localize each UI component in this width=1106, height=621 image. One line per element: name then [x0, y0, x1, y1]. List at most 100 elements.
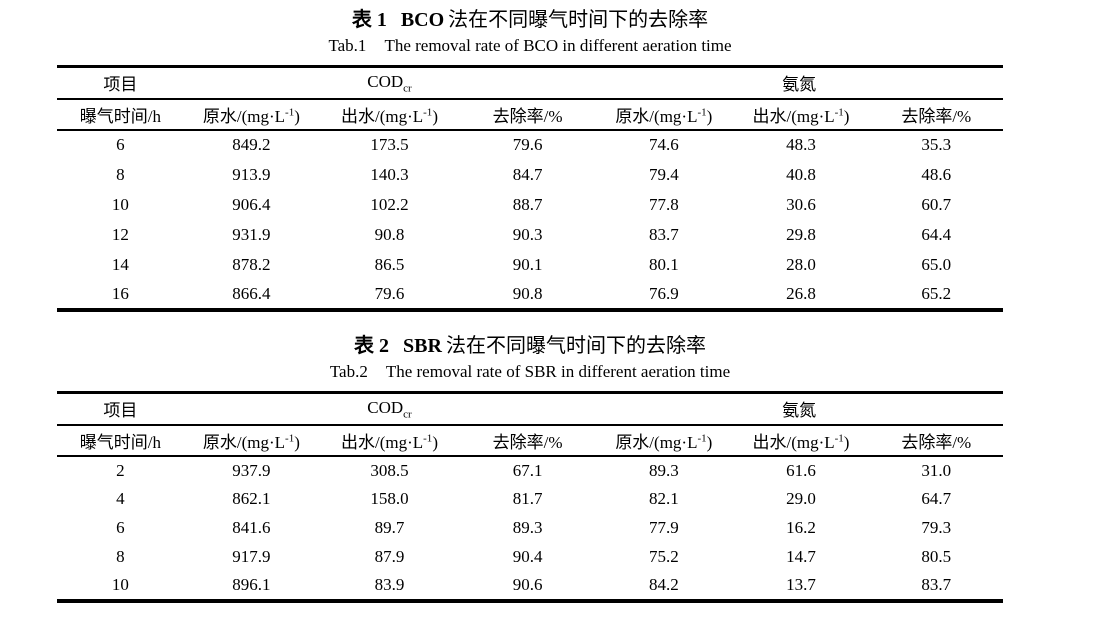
header-group-cod: CODcr [183, 66, 596, 100]
col-header-ammonia-influent: 原水/(mg·L-1) [595, 98, 733, 131]
cell: 79.3 [921, 518, 952, 537]
cell: 16.2 [786, 518, 816, 537]
cell: 90.8 [512, 283, 543, 303]
cell: 80.5 [921, 547, 952, 566]
cell: 74.6 [648, 135, 679, 154]
col-header-ammonia-removal: 去除率/% [869, 98, 1003, 131]
header-item: 项目 [57, 66, 184, 100]
cell: 61.6 [786, 460, 816, 480]
col-header-cod-effluent: 出水/(mg·L-1) [319, 424, 460, 457]
cell: 8 [116, 164, 125, 184]
table-row: 8 917.9 87.9 90.4 75.2 14.7 80.5 [57, 543, 1003, 572]
cell: 40.8 [786, 164, 816, 184]
cell: 77.9 [648, 518, 679, 537]
cell: 849.2 [232, 135, 271, 154]
cell: 48.3 [786, 135, 816, 154]
cell: 79.6 [512, 135, 543, 154]
header-group-ammonia: 氨氮 [595, 66, 1003, 100]
table1-group-header-row: 项目 CODcr 氨氮 [57, 66, 1003, 100]
cell: 8 [116, 547, 125, 566]
cell: 6 [116, 135, 125, 154]
table2-caption-en: Tab.2 The removal rate of SBR in differen… [57, 360, 1003, 384]
cell: 75.2 [648, 547, 679, 566]
cod-subscript: cr [403, 81, 412, 94]
cell: 77.8 [648, 194, 679, 214]
table1: 项目 CODcr 氨氮 曝气时间/h 原水/(mg·L-1) 出水/(mg·L-… [57, 65, 1003, 312]
cell: 896.1 [232, 575, 271, 594]
table2-section: 表 2 SBR 法在不同曝气时间下的去除率 Tab.2 The removal rat… [57, 332, 1003, 603]
cell: 102.2 [370, 194, 409, 214]
cell: 83.9 [374, 575, 405, 594]
cell: 31.0 [921, 460, 952, 480]
table-row: 6 849.2 173.5 79.6 74.6 48.3 35.3 [57, 130, 1003, 160]
table1-caption-zh: 表 1 BCO 法在不同曝气时间下的去除率 [57, 6, 1003, 34]
cell: 76.9 [648, 283, 679, 303]
cell: 10 [111, 575, 129, 594]
col-header-ammonia-influent: 原水/(mg·L-1) [595, 424, 733, 457]
cell: 65.2 [921, 283, 952, 303]
cell: 14.7 [786, 547, 816, 566]
table1-caption-zh-text: 法在不同曝气时间下的去除率 [448, 9, 709, 31]
table-row: 6 841.6 89.7 89.3 77.9 16.2 79.3 [57, 514, 1003, 543]
table-row: 8 913.9 140.3 84.7 79.4 40.8 48.6 [57, 160, 1003, 190]
header-item: 项目 [57, 392, 184, 426]
table-row: 2 937.9 308.5 67.1 89.3 61.6 31.0 [57, 456, 1003, 485]
cell: 173.5 [370, 135, 409, 154]
col-header-ammonia-effluent: 出水/(mg·L-1) [732, 98, 870, 131]
cell: 12 [111, 224, 129, 244]
cell: 28.0 [786, 254, 816, 274]
table-row: 10 906.4 102.2 88.7 77.8 30.6 60.7 [57, 190, 1003, 220]
cell: 82.1 [648, 489, 679, 508]
col-header-ammonia-effluent: 出水/(mg·L-1) [732, 424, 870, 457]
cell: 60.7 [921, 194, 952, 214]
cell: 35.3 [921, 135, 952, 154]
cell: 10 [111, 194, 129, 214]
cell: 862.1 [232, 489, 271, 508]
table1-subheader-row: 曝气时间/h 原水/(mg·L-1) 出水/(mg·L-1) 去除率/% 原水/… [57, 98, 1003, 131]
table-row: 4 862.1 158.0 81.7 82.1 29.0 64.7 [57, 485, 1003, 514]
cell: 86.5 [374, 254, 405, 274]
table2-caption-zh: 表 2 SBR 法在不同曝气时间下的去除率 [57, 332, 1003, 360]
cell: 913.9 [232, 164, 271, 184]
cell: 29.8 [786, 224, 816, 244]
table1-number-en: Tab.1 [328, 36, 367, 55]
col-header-aeration-time: 曝气时间/h [57, 98, 184, 131]
table1-caption-en: Tab.1 The removal rate of BCO in differen… [57, 34, 1003, 58]
cell: 87.9 [374, 547, 405, 566]
cell: 308.5 [370, 460, 409, 480]
cell: 16 [111, 283, 129, 303]
col-header-cod-influent: 原水/(mg·L-1) [183, 424, 320, 457]
cell: 80.1 [648, 254, 679, 274]
cell: 866.4 [232, 283, 271, 303]
header-group-ammonia: 氨氮 [595, 392, 1003, 426]
table2-caption-en-text: The removal rate of SBR in different aer… [385, 362, 731, 381]
cell: 89.3 [648, 460, 679, 480]
table-row: 16 866.4 79.6 90.8 76.9 26.8 65.2 [57, 280, 1003, 310]
table1-caption-en-text: The removal rate of BCO in different aer… [384, 36, 732, 55]
cell: 90.6 [512, 575, 543, 594]
table-row: 10 896.1 83.9 90.6 84.2 13.7 83.7 [57, 572, 1003, 601]
cell: 140.3 [370, 164, 409, 184]
table-row: 14 878.2 86.5 90.1 80.1 28.0 65.0 [57, 250, 1003, 280]
cell: 30.6 [786, 194, 816, 214]
cell: 79.6 [374, 283, 405, 303]
cod-label: COD [367, 397, 404, 417]
cell: 88.7 [512, 194, 543, 214]
cell: 841.6 [232, 518, 271, 537]
cell: 878.2 [232, 254, 271, 274]
col-header-cod-removal: 去除率/% [459, 424, 596, 457]
cell: 89.7 [374, 518, 405, 537]
cell: 2 [116, 460, 125, 480]
cell: 89.3 [512, 518, 543, 537]
cell: 83.7 [921, 575, 952, 594]
header-group-cod: CODcr [183, 392, 596, 426]
cell: 64.4 [921, 224, 952, 244]
cell: 84.7 [512, 164, 543, 184]
table1-method-name: BCO [400, 9, 445, 31]
cell: 67.1 [512, 460, 543, 480]
table2-subheader-row: 曝气时间/h 原水/(mg·L-1) 出水/(mg·L-1) 去除率/% 原水/… [57, 424, 1003, 457]
cod-label: COD [367, 71, 404, 91]
cod-subscript: cr [403, 407, 412, 420]
table-row: 12 931.9 90.8 90.3 83.7 29.8 64.4 [57, 220, 1003, 250]
